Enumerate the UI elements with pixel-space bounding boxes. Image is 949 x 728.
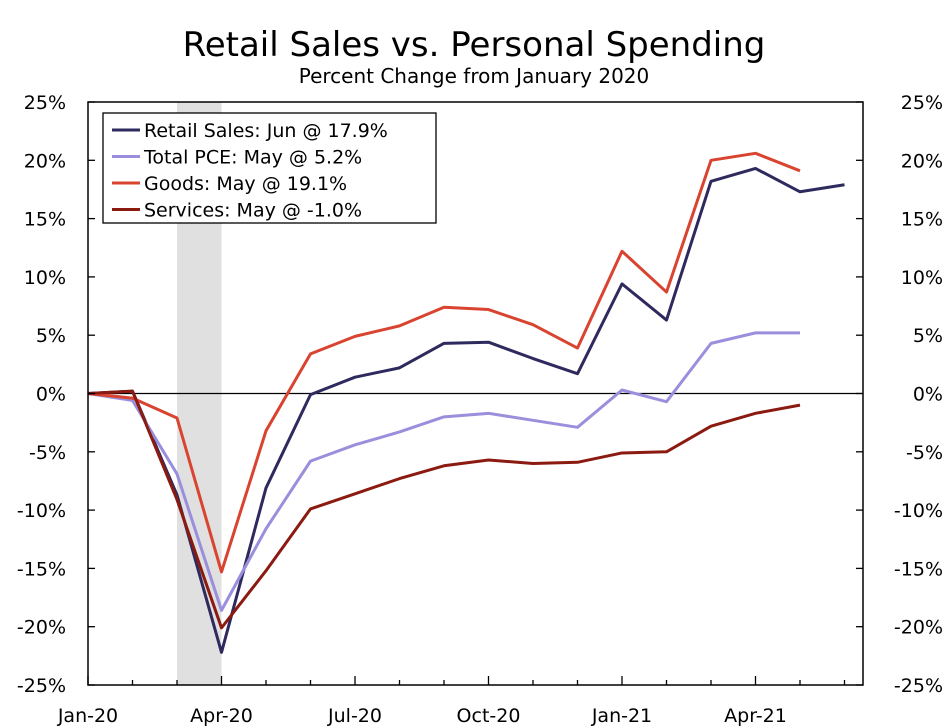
- legend-label: Services: May @ -1.0%: [144, 200, 362, 222]
- y-tick-label-left: -5%: [29, 442, 66, 464]
- y-tick-label-right: 25%: [901, 92, 943, 114]
- y-tick-label-left: -10%: [17, 500, 66, 522]
- x-tick-label: Apr-21: [724, 705, 787, 727]
- series-line-0: [87, 166, 845, 654]
- x-tick-label: Jan-21: [591, 705, 652, 727]
- y-tick-label-left: -25%: [17, 675, 66, 697]
- y-tick-label-right: 5%: [913, 325, 943, 347]
- y-tick-label-right: 0%: [913, 384, 943, 406]
- y-tick-label-left: 20%: [24, 150, 66, 172]
- series-line-3: [87, 389, 801, 630]
- x-tick-label: Jul-20: [327, 705, 382, 727]
- y-tick-label-left: 25%: [24, 92, 66, 114]
- x-tick-label: Oct-20: [457, 705, 521, 727]
- x-tick-label: Apr-20: [190, 705, 253, 727]
- legend-label: Retail Sales: Jun @ 17.9%: [144, 120, 388, 142]
- y-tick-label-left: 0%: [36, 384, 66, 406]
- y-tick-label-right: 20%: [901, 150, 943, 172]
- legend: Retail Sales: Jun @ 17.9% Total PCE: May …: [102, 112, 437, 224]
- x-axis: Jan-20 Apr-20 Jul-20 Oct-20 Jan-21 Apr-21: [57, 676, 846, 727]
- series-line-1: [87, 331, 800, 612]
- y-tick-label-left: 5%: [36, 325, 66, 347]
- y-tick-label-right: -15%: [894, 558, 943, 580]
- x-tick-label: Jan-20: [57, 705, 118, 727]
- legend-label: Total PCE: May @ 5.2%: [143, 147, 362, 169]
- legend-label: Goods: May @ 19.1%: [144, 173, 347, 195]
- y-tick-label-right: 10%: [901, 267, 943, 289]
- y-axis-left: -25% -20% -15% -10% -5% 0% 5% 10% 15% 20% 25%: [17, 92, 95, 697]
- chart-subtitle: Percent Change from January 2020: [299, 64, 650, 88]
- y-tick-label-left: -15%: [17, 558, 66, 580]
- y-axis-right: -25% -20% -15% -10% -5% 0% 5% 10% 15% 20% 25%: [856, 92, 943, 697]
- y-tick-label-right: -10%: [894, 500, 943, 522]
- chart-title: Retail Sales vs. Personal Spending: [183, 25, 766, 65]
- y-tick-label-right: -5%: [906, 442, 943, 464]
- y-tick-label-left: 15%: [24, 209, 66, 231]
- y-tick-label-right: -20%: [894, 617, 943, 639]
- y-tick-label-left: 10%: [24, 267, 66, 289]
- y-tick-label-left: -20%: [17, 617, 66, 639]
- y-tick-label-right: 15%: [901, 209, 943, 231]
- y-tick-label-right: -25%: [894, 675, 943, 697]
- legend-box: [102, 112, 437, 224]
- series-lines: [87, 151, 845, 654]
- series-line-2: [87, 151, 801, 574]
